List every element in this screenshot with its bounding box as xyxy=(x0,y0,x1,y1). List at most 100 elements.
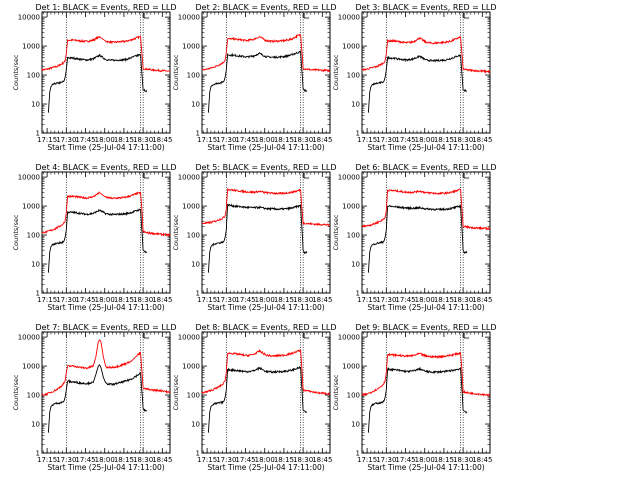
x-tick-label: 17:15 xyxy=(197,136,217,144)
x-tick-label: 17:30 xyxy=(376,136,396,144)
plot-frame xyxy=(41,11,171,134)
x-tick-label: 18:00 xyxy=(255,136,275,144)
x-tick-label: 17:30 xyxy=(56,456,76,464)
lld-series-line xyxy=(201,348,330,396)
x-tick-label: 18:45 xyxy=(312,296,332,304)
events-series-line xyxy=(47,53,148,113)
chart-panel-5: Det 5: BLACK = Events, RED = LLD 1 10 100 10… xyxy=(172,163,336,312)
lld-series-line xyxy=(41,191,171,238)
x-tick-label: 17:45 xyxy=(75,456,95,464)
chart-title: Det 8: BLACK = Events, RED = LLD xyxy=(196,323,337,332)
events-series-line xyxy=(47,208,148,273)
x-tick-label: 18:30 xyxy=(453,456,473,464)
chart-panel-8: Det 8: BLACK = Events, RED = LLD 1 10 100 10… xyxy=(172,323,336,472)
x-axis-label: Start Time (25-Jul-04 17:11:00) xyxy=(367,143,484,152)
x-axis-label: Start Time (25-Jul-04 17:11:00) xyxy=(47,303,164,312)
events-series-line xyxy=(367,204,468,273)
y-axis-label: Counts/sec xyxy=(332,54,340,90)
x-tick-label: 18:30 xyxy=(133,456,153,464)
plot-frame xyxy=(201,171,331,294)
marker-bracket xyxy=(143,173,150,179)
y-tick-label: 10000 xyxy=(178,14,200,22)
chart-panel-9: Det 9: BLACK = Events, RED = LLD 1 10 100 10… xyxy=(332,323,496,472)
y-axis-label: Counts/sec xyxy=(12,214,20,250)
x-tick-label: 18:15 xyxy=(114,456,134,464)
y-tick-label: 1 xyxy=(36,290,40,298)
y-tick-label: 1000 xyxy=(342,203,360,211)
y-tick-label: 100 xyxy=(187,232,200,240)
x-tick-label: 17:45 xyxy=(235,456,255,464)
lld-series-line xyxy=(361,35,491,74)
x-tick-label: 17:30 xyxy=(376,456,396,464)
y-tick-label: 10000 xyxy=(178,174,200,182)
x-tick-label: 17:45 xyxy=(75,296,95,304)
y-tick-label: 10000 xyxy=(18,174,40,182)
y-tick-label: 1000 xyxy=(22,203,40,211)
x-tick-label: 18:30 xyxy=(453,296,473,304)
x-tick-label: 18:15 xyxy=(114,136,134,144)
x-tick-label: 18:30 xyxy=(133,296,153,304)
x-tick-label: 18:30 xyxy=(453,136,473,144)
lld-series-line xyxy=(361,351,491,397)
chart-title: Det 7: BLACK = Events, RED = LLD xyxy=(36,323,177,332)
y-tick-label: 100 xyxy=(347,72,360,80)
y-tick-label: 100 xyxy=(347,232,360,240)
x-tick-label: 17:45 xyxy=(395,456,415,464)
y-axis-label: Counts/sec xyxy=(12,54,20,90)
y-tick-label: 100 xyxy=(347,392,360,400)
y-tick-label: 10 xyxy=(191,421,200,429)
x-tick-label: 18:45 xyxy=(312,456,332,464)
y-tick-label: 10 xyxy=(31,261,40,269)
y-tick-label: 100 xyxy=(27,232,40,240)
y-tick-label: 10000 xyxy=(338,14,360,22)
plot-frame xyxy=(41,171,171,294)
chart-title: Det 3: BLACK = Events, RED = LLD xyxy=(356,3,497,12)
plot-frame xyxy=(361,11,491,134)
events-series-line xyxy=(367,54,468,113)
x-tick-label: 18:30 xyxy=(133,136,153,144)
chart-title: Det 9: BLACK = Events, RED = LLD xyxy=(356,323,497,332)
chart-title: Det 4: BLACK = Events, RED = LLD xyxy=(36,163,177,172)
y-tick-label: 1 xyxy=(196,450,200,458)
y-tick-label: 10 xyxy=(351,421,360,429)
x-tick-label: 17:15 xyxy=(37,456,57,464)
chart-title: Det 5: BLACK = Events, RED = LLD xyxy=(196,163,337,172)
chart-panel-6: Det 6: BLACK = Events, RED = LLD 1 10 100 10… xyxy=(332,163,496,312)
x-tick-label: 17:30 xyxy=(56,296,76,304)
y-tick-label: 1000 xyxy=(22,43,40,51)
x-tick-label: 18:30 xyxy=(293,136,313,144)
y-tick-label: 10000 xyxy=(18,14,40,22)
plot-frame xyxy=(361,331,491,454)
lld-series-line xyxy=(201,33,331,73)
y-tick-label: 1000 xyxy=(22,363,40,371)
marker-bracket xyxy=(303,13,310,19)
x-axis-label: Start Time (25-Jul-04 17:11:00) xyxy=(47,463,164,472)
chart-title: Det 1: BLACK = Events, RED = LLD xyxy=(36,3,177,12)
y-axis-label: Counts/sec xyxy=(172,214,180,250)
x-tick-label: 18:15 xyxy=(114,296,134,304)
x-tick-label: 18:00 xyxy=(415,456,435,464)
x-tick-label: 17:15 xyxy=(37,136,57,144)
lld-series-line xyxy=(361,188,491,231)
x-tick-label: 18:00 xyxy=(95,296,115,304)
y-axis-label: Counts/sec xyxy=(332,374,340,410)
x-tick-label: 18:30 xyxy=(293,456,313,464)
y-tick-label: 1 xyxy=(196,290,200,298)
x-axis-label: Start Time (25-Jul-04 17:11:00) xyxy=(367,463,484,472)
x-tick-label: 18:45 xyxy=(472,296,492,304)
x-tick-label: 17:15 xyxy=(357,136,377,144)
plot-frame xyxy=(201,331,331,454)
plot-frame xyxy=(361,171,491,294)
y-tick-label: 10 xyxy=(191,101,200,109)
chart-panel-3: Det 3: BLACK = Events, RED = LLD 1 10 100 10… xyxy=(332,3,496,152)
y-tick-label: 1000 xyxy=(342,43,360,51)
y-tick-label: 10000 xyxy=(18,334,40,342)
x-tick-label: 18:30 xyxy=(293,296,313,304)
marker-bracket xyxy=(303,333,310,339)
plot-frame xyxy=(201,11,331,134)
lld-series-line xyxy=(41,339,171,397)
marker-bracket xyxy=(303,173,310,179)
x-axis-label: Start Time (25-Jul-04 17:11:00) xyxy=(207,463,324,472)
y-tick-label: 100 xyxy=(187,72,200,80)
x-tick-label: 18:15 xyxy=(274,296,294,304)
